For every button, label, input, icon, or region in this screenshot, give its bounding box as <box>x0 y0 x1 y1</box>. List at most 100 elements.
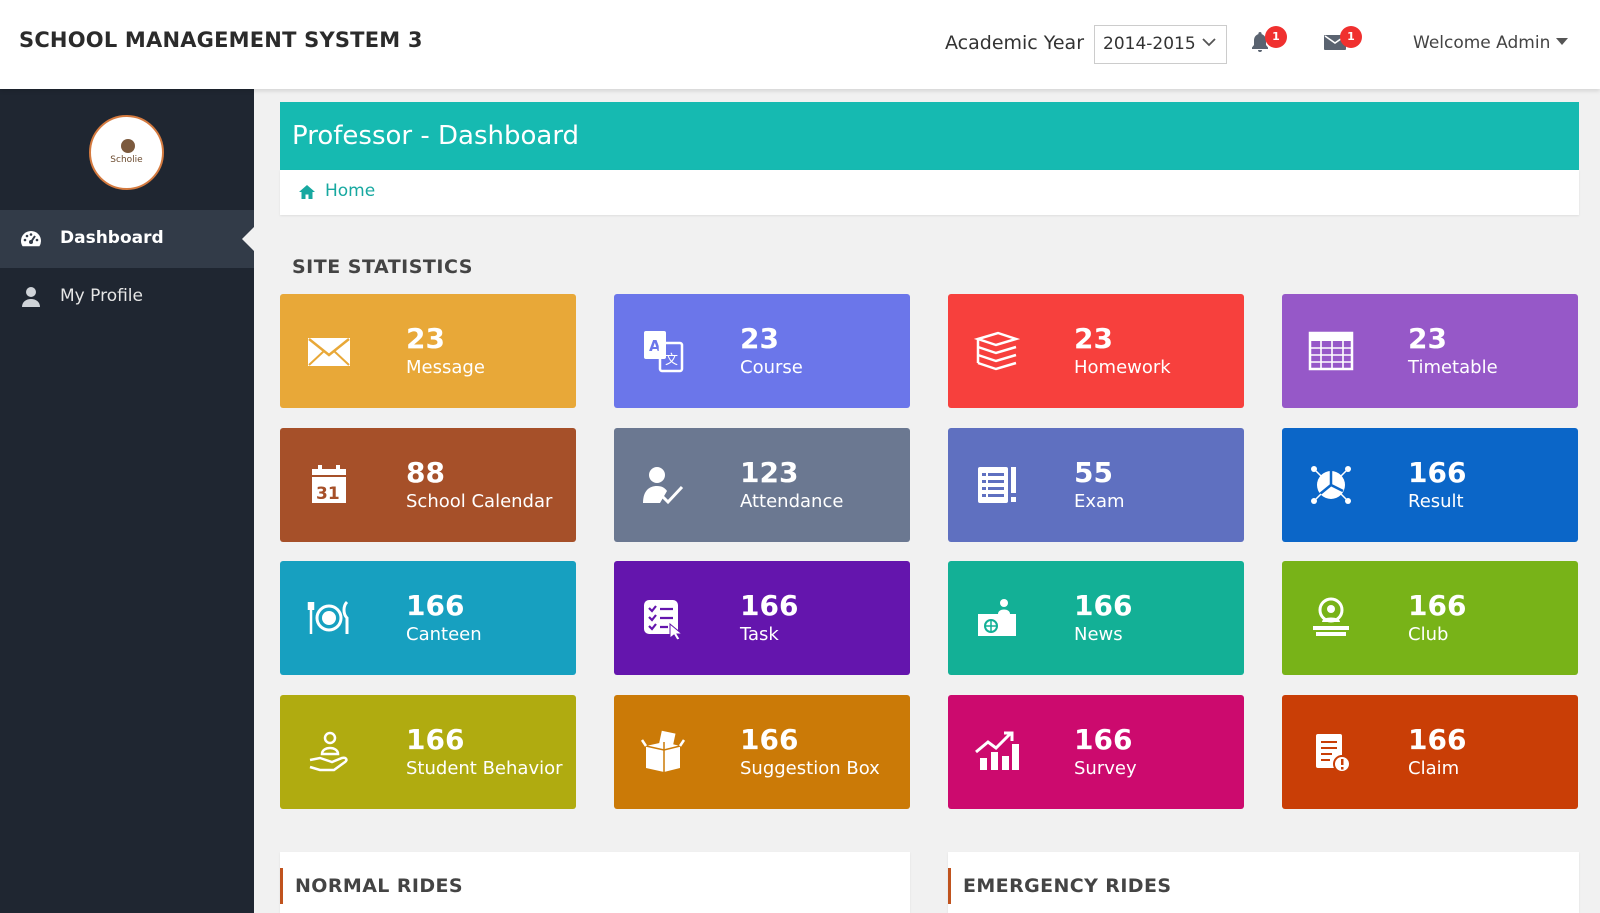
stat-tile-canteen[interactable]: 166 Canteen <box>280 561 576 675</box>
stat-tile-survey[interactable]: 166 Survey <box>948 695 1244 809</box>
panel-title: EMERGENCY RIDES <box>948 868 1171 904</box>
behavior-icon <box>309 731 348 772</box>
tile-value: 166 <box>1408 589 1467 622</box>
svg-text:A: A <box>649 337 661 355</box>
stat-tile-task[interactable]: 166 Task <box>614 561 910 675</box>
tile-label: Attendance <box>740 491 844 512</box>
canteen-icon <box>307 600 349 634</box>
tile-value: 166 <box>740 589 799 622</box>
caret-down-icon <box>1556 38 1569 45</box>
bell-icon <box>1252 32 1268 52</box>
tile-value: 166 <box>1408 723 1467 756</box>
user-icon <box>22 287 40 307</box>
home-icon <box>299 185 315 199</box>
page-title: Professor - Dashboard <box>292 121 580 151</box>
stat-tile-result[interactable]: 166 Result <box>1282 428 1578 542</box>
stat-tile-exam[interactable]: 55 Exam <box>948 428 1244 542</box>
panel-title: NORMAL RIDES <box>280 868 463 904</box>
club-icon <box>1313 597 1349 636</box>
news-icon <box>978 599 1016 636</box>
tile-label: Message <box>406 357 485 378</box>
stat-tile-school-calendar[interactable]: 31 88 School Calendar <box>280 428 576 542</box>
table-icon <box>1308 331 1354 371</box>
emergency-rides-panel: EMERGENCY RIDES <box>948 852 1579 913</box>
messages-button[interactable]: 1 <box>1323 26 1362 58</box>
welcome-text: Welcome Admin <box>1413 33 1551 53</box>
exam-icon <box>978 467 1016 503</box>
tile-value: 166 <box>406 589 465 622</box>
tile-value: 166 <box>740 723 799 756</box>
stat-tile-claim[interactable]: 166 Claim <box>1282 695 1578 809</box>
svg-text:31: 31 <box>316 484 340 504</box>
tile-value: 166 <box>1074 589 1133 622</box>
notifications-button[interactable]: 1 <box>1248 26 1287 58</box>
survey-icon <box>975 731 1019 770</box>
envelope-icon <box>308 338 350 366</box>
top-header: SCHOOL MANAGEMENT SYSTEM 3 Academic Year… <box>0 0 1600 89</box>
messages-badge: 1 <box>1340 26 1362 48</box>
breadcrumb-home-link[interactable]: Home <box>325 181 376 201</box>
attendance-icon <box>643 467 684 505</box>
stat-tile-homework[interactable]: 23 Homework <box>948 294 1244 408</box>
tile-value: 23 <box>1408 322 1447 355</box>
task-icon <box>644 600 684 640</box>
translate-icon: A文 <box>644 331 684 373</box>
svg-text:文: 文 <box>665 353 678 368</box>
tile-label: Result <box>1408 491 1464 512</box>
books-icon <box>974 331 1020 371</box>
app-title: SCHOOL MANAGEMENT SYSTEM 3 <box>19 28 423 52</box>
notifications-badge: 1 <box>1265 26 1287 48</box>
stat-tile-suggestion-box[interactable]: 166 Suggestion Box <box>614 695 910 809</box>
stat-tile-news[interactable]: 166 News <box>948 561 1244 675</box>
tile-label: Student Behavior <box>406 758 563 779</box>
sidebar-item-label: Dashboard <box>60 228 164 248</box>
stat-tile-timetable[interactable]: 23 Timetable <box>1282 294 1578 408</box>
claim-icon <box>1316 734 1351 773</box>
tile-label: News <box>1074 624 1123 645</box>
normal-rides-panel: NORMAL RIDES <box>280 852 910 913</box>
tile-value: 23 <box>406 322 445 355</box>
logo-text: Scholie <box>110 155 143 165</box>
page-header: Professor - Dashboard <box>280 102 1579 170</box>
tile-value: 166 <box>1408 456 1467 489</box>
tile-value: 88 <box>406 456 445 489</box>
tile-label: School Calendar <box>406 491 553 512</box>
tile-value: 166 <box>406 723 465 756</box>
section-title: SITE STATISTICS <box>292 256 473 278</box>
tile-label: Claim <box>1408 758 1460 779</box>
dashboard-icon <box>21 231 41 247</box>
tile-value: 166 <box>1074 723 1133 756</box>
breadcrumb: Home <box>280 170 1579 215</box>
sidebar-item-dashboard[interactable]: Dashboard <box>0 210 254 268</box>
tile-value: 23 <box>1074 322 1113 355</box>
user-menu[interactable]: Welcome Admin <box>1413 33 1569 53</box>
academic-year-value: 2014-2015 <box>1103 34 1196 54</box>
tile-value: 55 <box>1074 456 1113 489</box>
logo-emblem-icon <box>121 139 135 153</box>
tile-label: Timetable <box>1408 357 1498 378</box>
stat-tile-student-behavior[interactable]: 166 Student Behavior <box>280 695 576 809</box>
stat-tile-message[interactable]: 23 Message <box>280 294 576 408</box>
academic-year-label: Academic Year <box>945 32 1085 54</box>
result-icon <box>1311 466 1351 504</box>
tile-label: Course <box>740 357 803 378</box>
tile-value: 123 <box>740 456 799 489</box>
calendar-icon: 31 <box>312 465 346 504</box>
school-logo: Scholie <box>89 115 164 190</box>
suggestion-box-icon <box>640 730 686 772</box>
tile-label: Canteen <box>406 624 482 645</box>
sidebar: Scholie Dashboard My Profile <box>0 89 254 913</box>
tile-value: 23 <box>740 322 779 355</box>
tile-label: Exam <box>1074 491 1125 512</box>
tile-label: Club <box>1408 624 1449 645</box>
tile-label: Homework <box>1074 357 1171 378</box>
stat-tile-attendance[interactable]: 123 Attendance <box>614 428 910 542</box>
academic-year-select[interactable]: 2014-2015 <box>1094 25 1227 64</box>
tile-label: Suggestion Box <box>740 758 880 779</box>
sidebar-item-my-profile[interactable]: My Profile <box>0 268 254 326</box>
stat-tile-club[interactable]: 166 Club <box>1282 561 1578 675</box>
sidebar-item-label: My Profile <box>60 286 143 306</box>
tile-label: Task <box>740 624 779 645</box>
chevron-down-icon <box>1202 38 1216 47</box>
